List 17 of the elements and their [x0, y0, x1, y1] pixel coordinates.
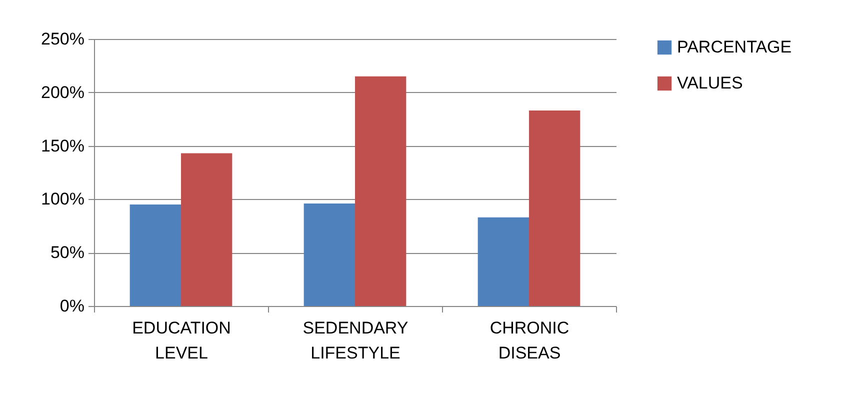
bar [478, 217, 529, 306]
bar [130, 204, 181, 306]
legend-label: VALUES [677, 74, 743, 92]
x-tick-label: CHRONIC DISEAS [490, 318, 570, 362]
bar [304, 203, 355, 306]
legend-label: PARCENTAGE [677, 38, 792, 56]
y-tick-label: 100% [41, 190, 84, 209]
x-tick-label: SEDENDARY LIFESTYLE [302, 318, 408, 362]
bar [529, 110, 580, 306]
y-tick-label: 200% [41, 82, 84, 102]
y-tick-label: 250% [41, 30, 84, 48]
x-tick-label: EDUCATION LEVEL [132, 318, 231, 362]
y-tick-label: 0% [60, 296, 84, 316]
bar [355, 76, 406, 306]
y-tick-label: 50% [50, 243, 84, 262]
bar [181, 153, 232, 306]
y-tick-label: 150% [41, 136, 84, 156]
